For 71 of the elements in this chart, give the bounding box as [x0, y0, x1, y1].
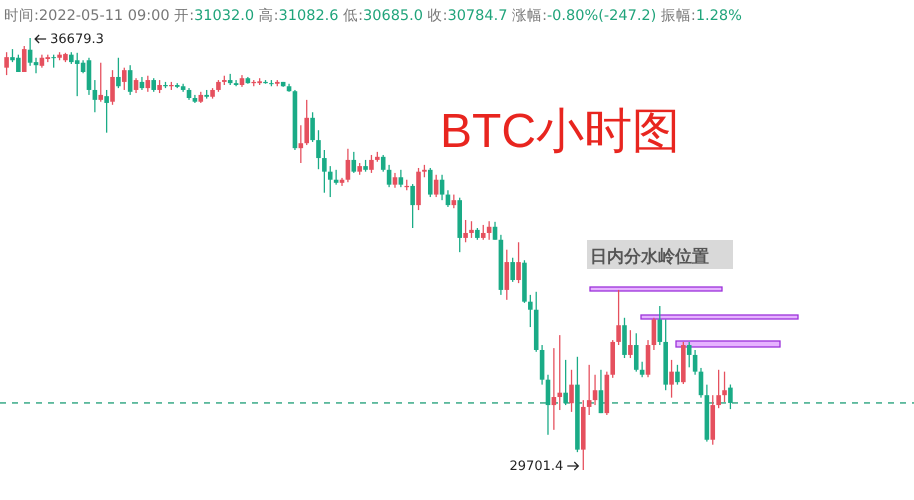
candlestick	[228, 73, 233, 86]
candlestick	[692, 349, 698, 376]
candlestick	[469, 220, 474, 239]
candlestick	[146, 75, 150, 92]
candlestick	[557, 334, 562, 411]
candlestick	[328, 165, 333, 198]
candlestick	[322, 149, 327, 194]
candlestick	[510, 257, 515, 283]
candlestick	[122, 67, 127, 91]
candlestick	[134, 78, 138, 94]
candlestick	[240, 74, 244, 88]
candlestick	[116, 57, 121, 89]
candlestick	[22, 45, 27, 73]
candlestick	[669, 359, 674, 398]
candlestick	[716, 369, 721, 409]
candlestick	[552, 347, 556, 430]
candlestick	[210, 87, 215, 100]
annotation: 日内分水岭位置	[590, 247, 709, 267]
candlestick	[316, 130, 321, 170]
candlestick	[351, 151, 356, 174]
candlestick	[675, 364, 680, 386]
candlestick	[310, 112, 315, 143]
candlestick	[492, 221, 498, 240]
candlestick	[357, 162, 362, 176]
candlestick	[440, 174, 444, 201]
candlestick	[528, 294, 533, 328]
candlestick	[592, 374, 598, 406]
candlestick	[452, 194, 456, 209]
candlestick	[140, 76, 144, 91]
candlestick	[186, 87, 192, 101]
candlestick	[334, 169, 338, 186]
candlestick	[104, 89, 109, 134]
candlestick	[398, 169, 404, 188]
candlestick	[298, 124, 304, 164]
annotation: 36679.3	[50, 32, 104, 47]
text: 时间:2022-05-11 09:00 开:31032.0 高:31082.6 低:30685.0 收:30784.7 涨幅:-0.80%(-247.2) 振幅:1.28%	[4, 8, 742, 24]
candlestick	[363, 159, 368, 172]
candlestick	[686, 341, 692, 368]
candlestick	[157, 79, 162, 94]
candlestick	[475, 227, 480, 240]
candlestick	[222, 75, 227, 86]
text: BTC小时图	[440, 105, 680, 158]
candlestick	[151, 78, 156, 92]
annotation: 29701.4	[510, 459, 564, 474]
candlestick	[375, 151, 380, 162]
candlestick	[410, 183, 415, 229]
candlestick	[386, 164, 392, 188]
candlestick	[369, 154, 374, 174]
candlestick	[434, 174, 438, 198]
candlestick	[569, 369, 574, 413]
candlestick	[658, 305, 662, 346]
candlestick	[698, 367, 704, 398]
candlestick	[486, 220, 492, 240]
candlestick	[516, 242, 521, 284]
candlestick	[586, 364, 592, 416]
candlestick	[92, 79, 98, 113]
candlestick	[198, 91, 204, 104]
candlestick	[380, 154, 386, 172]
candlestick	[128, 64, 132, 96]
candlestick	[616, 289, 621, 346]
candlestick	[51, 54, 56, 68]
candlestick	[392, 172, 398, 188]
candlestick	[722, 371, 727, 403]
candlestick	[4, 52, 9, 76]
candlestick	[463, 219, 468, 243]
candlestick	[98, 62, 104, 102]
candlestick	[216, 79, 221, 92]
candlestick	[446, 190, 450, 208]
candlestick	[480, 224, 486, 240]
candlestick	[628, 330, 633, 359]
candlestick	[346, 148, 350, 183]
